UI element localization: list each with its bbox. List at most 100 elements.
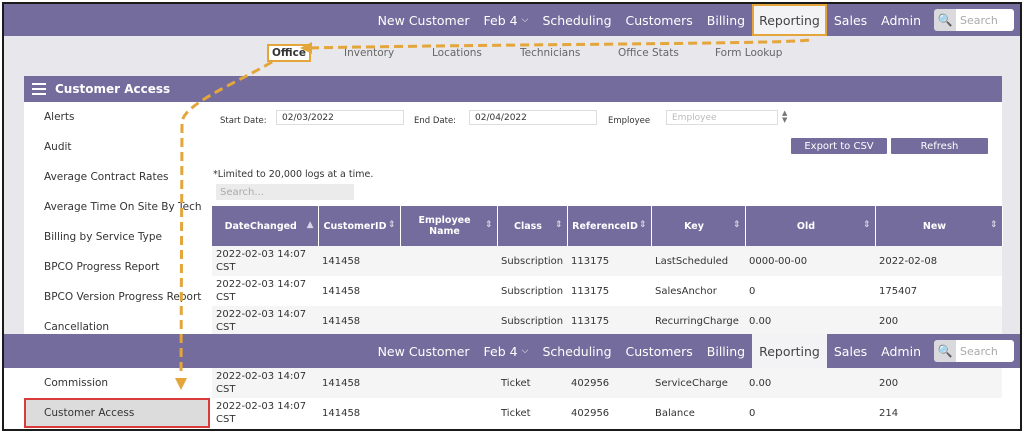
sort-icon[interactable]: ⇕ — [484, 220, 493, 230]
report-sidebar: Alerts Audit Average Contract Rates Average… — [24, 102, 208, 342]
column-header-label: Class — [514, 220, 542, 232]
table-row[interactable]: 2022-02-03 14:07 CST 141458 Ticket 402956 Ba… — [212, 398, 1002, 428]
nav-label: Sales — [833, 12, 868, 28]
table-cell: ServiceCharge — [651, 368, 745, 398]
table-cell — [400, 306, 497, 336]
sidebar-item[interactable]: BPCO Version Progress Report — [44, 291, 202, 303]
column-header[interactable]: ReferenceID ⇕ — [567, 206, 652, 246]
sort-icon[interactable]: ⇕ — [554, 220, 563, 230]
column-header[interactable]: Class ⇕ — [497, 206, 568, 246]
table-cell: 141458 — [318, 306, 400, 336]
table-row[interactable]: 2022-02-03 14:07 CST 141458 Subscription 11… — [212, 306, 1002, 336]
table-cell: 200 — [875, 368, 1002, 398]
sort-icon[interactable]: ⇕ — [862, 220, 871, 230]
sub-nav: Office Inventory Locations Technicians O… — [4, 36, 1020, 68]
nav-dup-sales[interactable]: Sales — [827, 334, 874, 368]
sidebar-item[interactable]: Average Contract Rates — [44, 171, 169, 183]
nav-label: Scheduling — [542, 343, 612, 359]
nav-billing[interactable]: Billing — [700, 4, 752, 36]
sort-icon[interactable]: ⇕ — [989, 220, 998, 230]
nav-sales[interactable]: Sales — [827, 4, 874, 36]
table-cell — [400, 368, 497, 398]
table-cell — [400, 246, 497, 276]
report-sidebar-lower: Commission Customer Access — [24, 368, 210, 428]
nav-search-input[interactable]: Search — [956, 340, 1014, 362]
search-icon[interactable]: 🔍 — [934, 340, 956, 362]
table-cell: 2022-02-03 14:07 CST — [212, 276, 318, 306]
nav-label: Feb 4 — [483, 343, 518, 359]
table-row[interactable]: 2022-02-03 14:07 CST 141458 Subscription 11… — [212, 276, 1002, 306]
table-row[interactable]: 2022-02-03 14:07 CST 141458 Ticket 402956 Se… — [212, 368, 1002, 398]
subnav-form-lookup[interactable]: Form Lookup — [715, 47, 783, 59]
top-nav-duplicate: New Customer Feb 4 ⌵ Scheduling Customers Bil… — [4, 334, 1020, 368]
sidebar-item[interactable]: Cancellation — [44, 321, 110, 333]
sidebar-item[interactable]: Audit — [44, 141, 72, 153]
sidebar-item[interactable]: Average Time On Site By Tech — [44, 201, 202, 213]
sidebar-item[interactable]: Billing by Service Type — [44, 231, 163, 243]
column-header[interactable]: New ⇕ — [875, 206, 1003, 246]
table-cell: 402956 — [567, 368, 651, 398]
table-cell: Ticket — [497, 398, 567, 428]
nav-dup-feb-4[interactable]: Feb 4 ⌵ — [477, 334, 536, 368]
nav-label: Customers — [625, 12, 693, 28]
sort-icon[interactable]: ⇕ — [732, 220, 741, 230]
employee-label: Employee — [608, 116, 651, 126]
nav-dup-billing[interactable]: Billing — [700, 334, 752, 368]
sidebar-item[interactable]: Alerts — [44, 111, 75, 123]
sort-icon[interactable]: ▲ — [306, 220, 314, 230]
column-header-label: Key — [684, 220, 704, 232]
panel-header: Customer Access — [24, 76, 1002, 102]
nav-new-customer[interactable]: New Customer — [371, 4, 477, 36]
nav-label: Feb 4 — [483, 12, 518, 28]
hamburger-menu-icon[interactable] — [32, 83, 46, 95]
refresh-button[interactable]: Refresh — [891, 138, 988, 154]
nav-scheduling[interactable]: Scheduling — [535, 4, 618, 36]
subnav-locations[interactable]: Locations — [432, 47, 482, 59]
search-icon[interactable]: 🔍 — [934, 9, 956, 31]
employee-select[interactable]: Employee — [666, 110, 778, 125]
access-log-table-lower: 2022-02-03 14:07 CST 141458 Ticket 402956 Se… — [212, 368, 1002, 428]
sort-icon[interactable]: ⇕ — [638, 220, 647, 230]
chevron-down-icon: ⌵ — [521, 15, 529, 25]
nav-label: New Customer — [377, 12, 470, 28]
nav-customers[interactable]: Customers — [619, 4, 700, 36]
nav-admin[interactable]: Admin — [874, 4, 928, 36]
table-cell: Ticket — [497, 368, 567, 398]
nav-dup-scheduling[interactable]: Scheduling — [535, 334, 618, 368]
subnav-inventory[interactable]: Inventory — [344, 47, 395, 59]
nav-dup-reporting[interactable]: Reporting — [752, 334, 827, 368]
employee-spinner-icon[interactable]: ▲ ▼ — [782, 109, 788, 124]
column-header[interactable]: DateChanged ▲ — [212, 206, 319, 246]
column-header-label: DateChanged — [224, 220, 297, 232]
sidebar-item-commission[interactable]: Commission — [44, 377, 109, 389]
subnav-office-stats[interactable]: Office Stats — [618, 47, 679, 59]
column-header[interactable]: Old ⇕ — [745, 206, 876, 246]
table-cell: 113175 — [567, 276, 651, 306]
column-header-label: Old — [796, 220, 816, 232]
subnav-office[interactable]: Office — [267, 44, 311, 62]
nav-search-input[interactable]: Search — [956, 9, 1014, 31]
sort-icon[interactable]: ⇕ — [387, 220, 396, 230]
nav-dup-customers[interactable]: Customers — [619, 334, 700, 368]
nav-dup-new-customer[interactable]: New Customer — [371, 334, 477, 368]
column-header[interactable]: CustomerID ⇕ — [318, 206, 401, 246]
table-cell: 2022-02-08 — [875, 246, 1002, 276]
nav-reporting[interactable]: Reporting — [752, 4, 827, 36]
panel-title: Customer Access — [55, 82, 171, 96]
sidebar-item-customer-access[interactable]: Customer Access — [24, 398, 210, 428]
sidebar-item[interactable]: BPCO Progress Report — [44, 261, 160, 273]
subnav-technicians[interactable]: Technicians — [520, 47, 581, 59]
nav-feb-4[interactable]: Feb 4 ⌵ — [477, 4, 536, 36]
column-header[interactable]: Employee Name ⇕ — [400, 206, 498, 246]
start-date-input[interactable]: 02/03/2022 — [276, 110, 404, 125]
table-search-input[interactable]: Search... — [216, 184, 354, 200]
table-cell: 0 — [745, 398, 875, 428]
nav-label: Billing — [706, 12, 746, 28]
column-header[interactable]: Key ⇕ — [651, 206, 746, 246]
end-date-input[interactable]: 02/04/2022 — [469, 110, 597, 125]
table-cell: 2022-02-03 14:07 CST — [212, 398, 318, 428]
filter-bar: Start Date: 02/03/2022 End Date: 02/04/2… — [212, 110, 1002, 130]
table-row[interactable]: 2022-02-03 14:07 CST 141458 Subscription 11… — [212, 246, 1002, 276]
export-csv-button[interactable]: Export to CSV — [791, 138, 887, 154]
nav-dup-admin[interactable]: Admin — [874, 334, 928, 368]
